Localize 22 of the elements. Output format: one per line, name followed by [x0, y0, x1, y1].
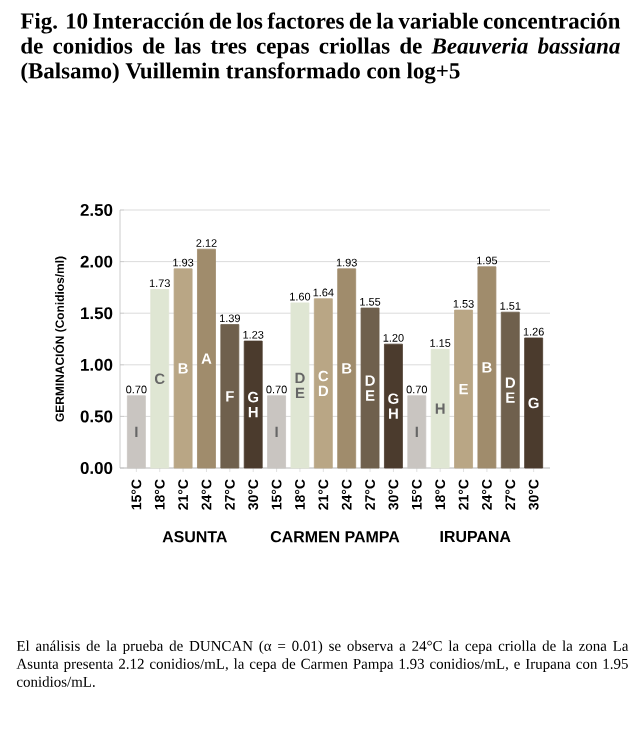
y-tick-label: 0.00: [80, 462, 113, 474]
y-tick-label: 2.00: [80, 255, 113, 268]
bar: [430, 348, 450, 469]
y-tick-label: 0.50: [80, 410, 113, 423]
y-tick-label: 1.00: [81, 358, 113, 371]
bar: [360, 307, 380, 469]
bar: [500, 311, 520, 469]
bar: [150, 289, 170, 469]
y-tick-label: 1.50: [81, 307, 113, 320]
bar: [337, 268, 357, 469]
bar: [477, 266, 497, 469]
bar: [313, 298, 333, 469]
bar: [243, 340, 263, 469]
bar: [173, 268, 193, 469]
bar: [384, 343, 403, 469]
chart-title: Fig. 10 Interacción de los factores de la variable concentración de conidios de las tres cepas criollas de Beauveria bassiana (Balsamo) Vuillemin transformado con log+5: [20, 12, 621, 84]
bar: [290, 302, 310, 469]
y-tick-label: 2.50: [80, 204, 113, 216]
bar: [220, 324, 240, 469]
bar: [454, 309, 473, 469]
bar: [524, 337, 544, 469]
bar: [197, 248, 216, 469]
